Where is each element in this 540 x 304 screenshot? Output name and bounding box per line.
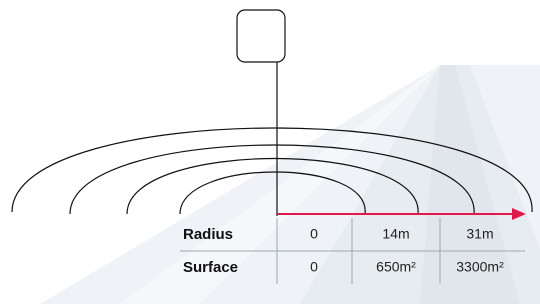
row-label: Radius	[183, 226, 233, 243]
row-label: Surface	[183, 259, 238, 276]
lamp	[237, 10, 285, 62]
table-cell: 14m	[382, 226, 409, 242]
table-cell: 650m²	[376, 259, 416, 275]
table-cell: 3300m²	[456, 259, 504, 275]
diagram: Radius 0 14m 31m Surface 0 650m² 3300m²	[0, 0, 540, 304]
table-cell: 0	[310, 226, 318, 242]
table-cell: 0	[310, 259, 318, 275]
table-cell: 31m	[466, 226, 493, 242]
